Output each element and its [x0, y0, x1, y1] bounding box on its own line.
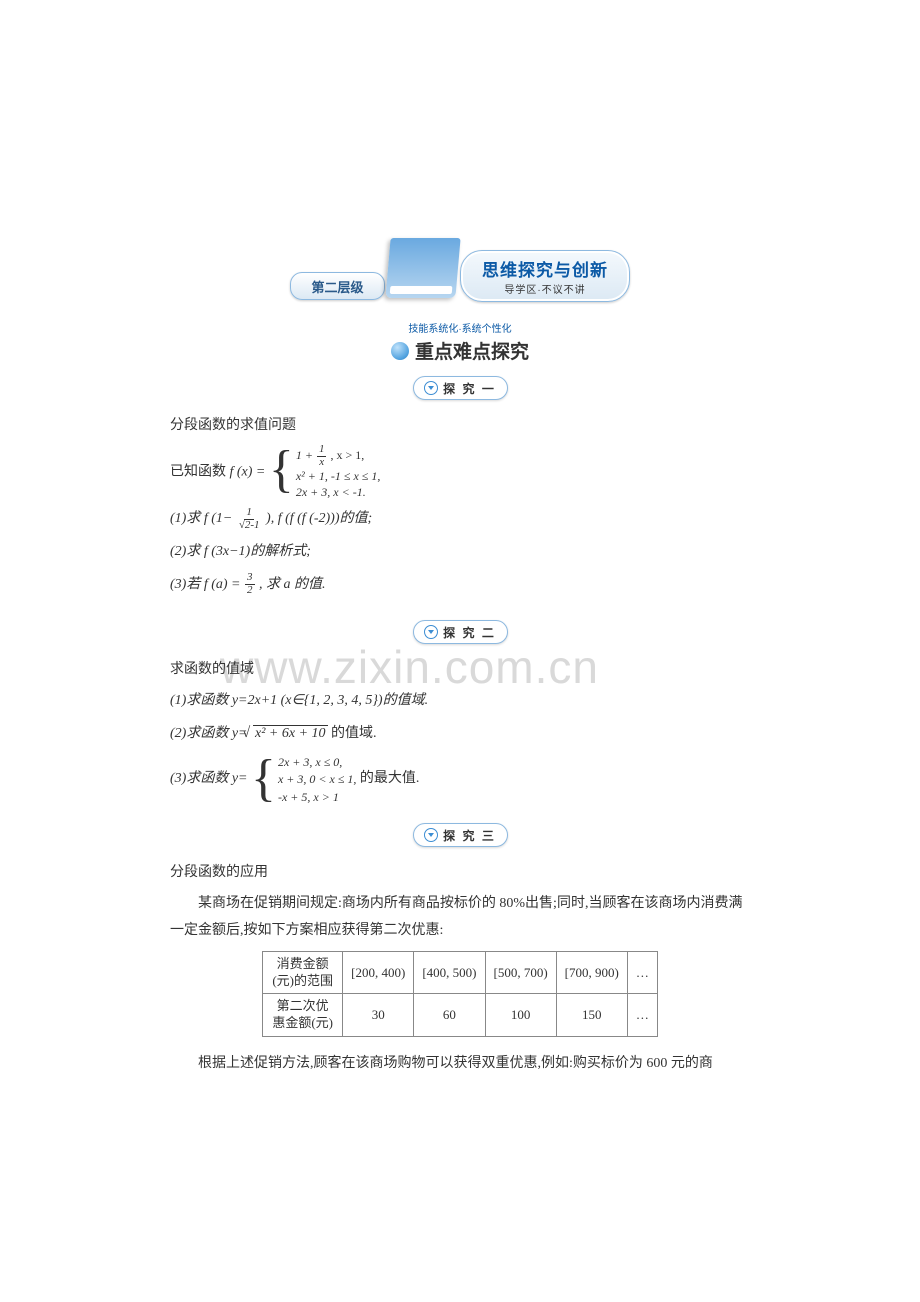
pill-text: 探 究 二: [443, 624, 496, 641]
pill-explore-3: 探 究 三: [413, 823, 508, 847]
banner-subtitle: 导学区·不议不讲: [504, 281, 585, 296]
q1a: (1)求 f (1−: [170, 511, 232, 526]
q2b: 的值域.: [331, 726, 377, 741]
section-3-title: 分段函数的应用: [170, 861, 750, 881]
piecewise-brace: { 2x + 3, x ≤ 0, x + 3, 0 < x ≤ 1, -x + …: [251, 753, 356, 805]
banner-title: 思维探究与创新: [482, 256, 608, 281]
frac-den: x: [317, 457, 326, 469]
section-3-p1: 某商场在促销期间规定:商场内所有商品按标价的 80%出售;同时,当顾客在该商场内…: [170, 891, 750, 944]
case2: x + 3, 0 < x ≤ 1,: [278, 772, 356, 786]
section-2-q1: (1)求函数 y=2x+1 (x∈{1, 2, 3, 4, 5})的值域.: [170, 688, 750, 715]
frac-num: 1: [244, 507, 254, 520]
banner-focus-text: 重点难点探究: [415, 337, 529, 364]
section-1-given: 已知函数 f (x) = { 1 + 1x , x > 1, x² + 1, -…: [170, 444, 750, 500]
cell: 150: [556, 994, 627, 1037]
section-2-q3: (3)求函数 y= { 2x + 3, x ≤ 0, x + 3, 0 < x …: [170, 753, 750, 805]
section-1-q2: (2)求 f (3x−1)的解析式;: [170, 539, 750, 566]
pill-text: 探 究 三: [443, 827, 496, 844]
cell: 60: [414, 994, 485, 1037]
cell: [400, 500): [414, 951, 485, 994]
book-icon: [385, 238, 460, 298]
chevron-down-icon: [424, 381, 438, 395]
text: 已知函数: [170, 464, 230, 479]
cell: 30: [343, 994, 414, 1037]
section-2-title: 求函数的值域: [170, 658, 750, 678]
sqrt: √x² + 6x + 10: [251, 721, 328, 748]
cell: 100: [485, 994, 556, 1037]
banner-level: 第二层级 思维探究与创新 导学区·不议不讲: [290, 230, 630, 310]
row-header: 消费金额(元)的范围: [263, 951, 343, 994]
banner-level-label: 第二层级: [290, 272, 385, 300]
section-1-q3: (3)若 f (a) = 32 , 求 a 的值.: [170, 572, 750, 599]
q3b: , 求 a 的值.: [259, 577, 326, 592]
section-3-p2: 根据上述促销方法,顾客在该商场购物可以获得双重优惠,例如:购买标价为 600 元…: [170, 1051, 750, 1078]
section-1-q1: (1)求 f (1− 1√2-1 ), f (f (f (-2)))的值;: [170, 506, 750, 533]
banner-focus-sub: 技能系统化·系统个性化: [360, 320, 560, 335]
cell: …: [627, 951, 657, 994]
chevron-down-icon: [424, 625, 438, 639]
cell: …: [627, 994, 657, 1037]
section-1-title: 分段函数的求值问题: [170, 414, 750, 434]
row-header: 第二次优惠金额(元): [263, 994, 343, 1037]
discount-table: 消费金额(元)的范围 [200, 400) [400, 500) [500, 7…: [262, 951, 658, 1038]
piecewise-brace: { 1 + 1x , x > 1, x² + 1, -1 ≤ x ≤ 1, 2x…: [269, 444, 380, 500]
case1b: , x > 1,: [330, 448, 364, 462]
table-row: 消费金额(元)的范围 [200, 400) [400, 500) [500, 7…: [263, 951, 658, 994]
table-row: 第二次优惠金额(元) 30 60 100 150 …: [263, 994, 658, 1037]
cell: [500, 700): [485, 951, 556, 994]
case3: 2x + 3, x < -1.: [296, 485, 366, 499]
q3a: (3)求函数 y=: [170, 772, 248, 787]
frac-num: 1: [317, 444, 327, 457]
q1b: ), f (f (f (-2)))的值;: [266, 511, 372, 526]
cell: [700, 900): [556, 951, 627, 994]
banner-focus-main: 重点难点探究: [360, 337, 560, 364]
banner-focus: 技能系统化·系统个性化 重点难点探究: [360, 320, 560, 364]
pill-text: 探 究 一: [443, 380, 496, 397]
section-2-q2: (2)求函数 y= √x² + 6x + 10 的值域.: [170, 721, 750, 748]
cell: [200, 400): [343, 951, 414, 994]
frac-den: √2-1: [237, 520, 262, 532]
q2a: (2)求函数 y=: [170, 726, 248, 741]
q3a: (3)若 f (a) =: [170, 577, 241, 592]
pill-explore-2: 探 究 二: [413, 620, 508, 644]
q3b: 的最大值.: [360, 772, 420, 787]
pill-explore-1: 探 究 一: [413, 376, 508, 400]
chevron-down-icon: [424, 828, 438, 842]
case3: -x + 5, x > 1: [278, 790, 339, 804]
case1: 2x + 3, x ≤ 0,: [278, 755, 342, 769]
banner-level-right: 思维探究与创新 导学区·不议不讲: [460, 250, 630, 302]
frac-den: 2: [245, 585, 255, 597]
math-fx: f (x) =: [230, 464, 266, 479]
case2: x² + 1, -1 ≤ x ≤ 1,: [296, 469, 381, 483]
dot-icon: [391, 342, 409, 360]
sqrt-arg: x² + 6x + 10: [253, 725, 328, 741]
case1a: 1 +: [296, 448, 316, 462]
